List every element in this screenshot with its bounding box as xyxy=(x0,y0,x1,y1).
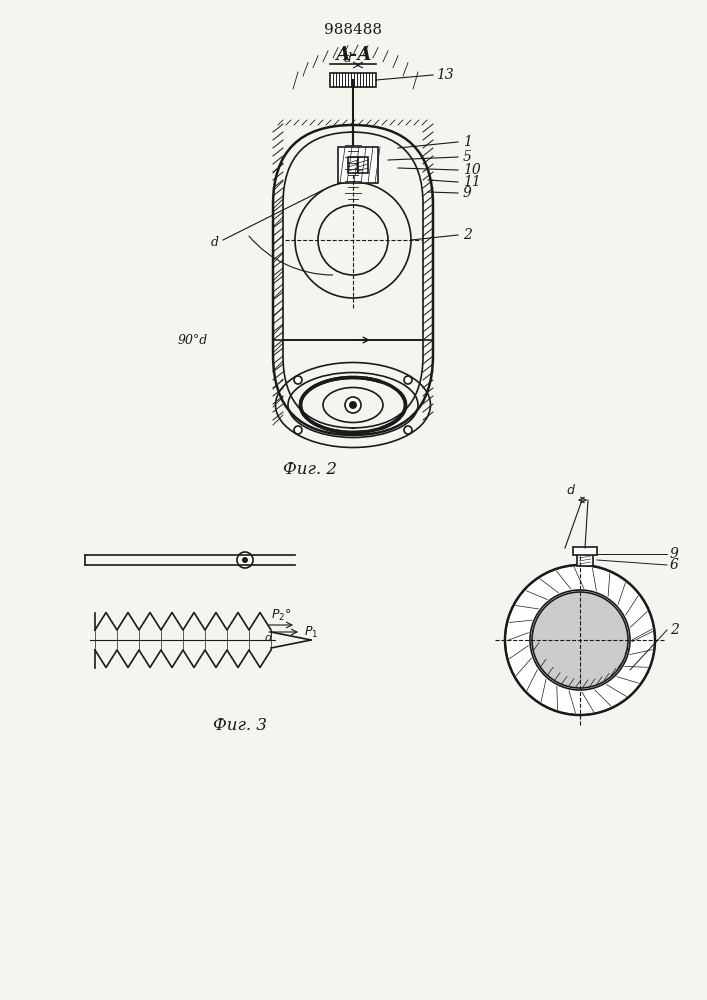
Text: 9: 9 xyxy=(463,186,472,200)
Text: d: d xyxy=(344,51,352,64)
Text: Фиг. 2: Фиг. 2 xyxy=(283,462,337,479)
Text: 90°d: 90°d xyxy=(178,334,208,347)
Circle shape xyxy=(530,590,630,690)
Text: d: d xyxy=(211,235,219,248)
Text: 9: 9 xyxy=(670,547,679,561)
Circle shape xyxy=(349,401,357,409)
Text: 5: 5 xyxy=(463,150,472,164)
Text: $P_2°$: $P_2°$ xyxy=(271,607,291,623)
Text: d: d xyxy=(566,484,574,496)
Circle shape xyxy=(345,397,361,413)
Bar xyxy=(577,554,593,566)
Text: 10: 10 xyxy=(463,163,481,177)
Text: 988488: 988488 xyxy=(324,23,382,37)
Circle shape xyxy=(404,426,412,434)
Circle shape xyxy=(242,557,248,563)
Text: d: d xyxy=(264,633,271,643)
Text: Фиг. 3: Фиг. 3 xyxy=(213,716,267,734)
Text: 1: 1 xyxy=(463,135,472,149)
Text: 2: 2 xyxy=(670,623,679,637)
Bar xyxy=(348,157,358,173)
Bar xyxy=(358,157,368,173)
Circle shape xyxy=(294,376,302,384)
Text: $P_1$: $P_1$ xyxy=(304,624,318,640)
Circle shape xyxy=(404,376,412,384)
Text: А-А: А-А xyxy=(334,46,371,64)
Text: 2: 2 xyxy=(463,228,472,242)
Circle shape xyxy=(505,565,655,715)
Bar xyxy=(573,547,597,555)
Circle shape xyxy=(532,592,628,688)
Text: 13: 13 xyxy=(436,68,454,82)
Text: 6: 6 xyxy=(670,558,679,572)
Bar xyxy=(338,147,378,183)
Text: 11: 11 xyxy=(463,175,481,189)
Circle shape xyxy=(237,552,253,568)
Bar xyxy=(330,73,376,87)
Circle shape xyxy=(294,426,302,434)
